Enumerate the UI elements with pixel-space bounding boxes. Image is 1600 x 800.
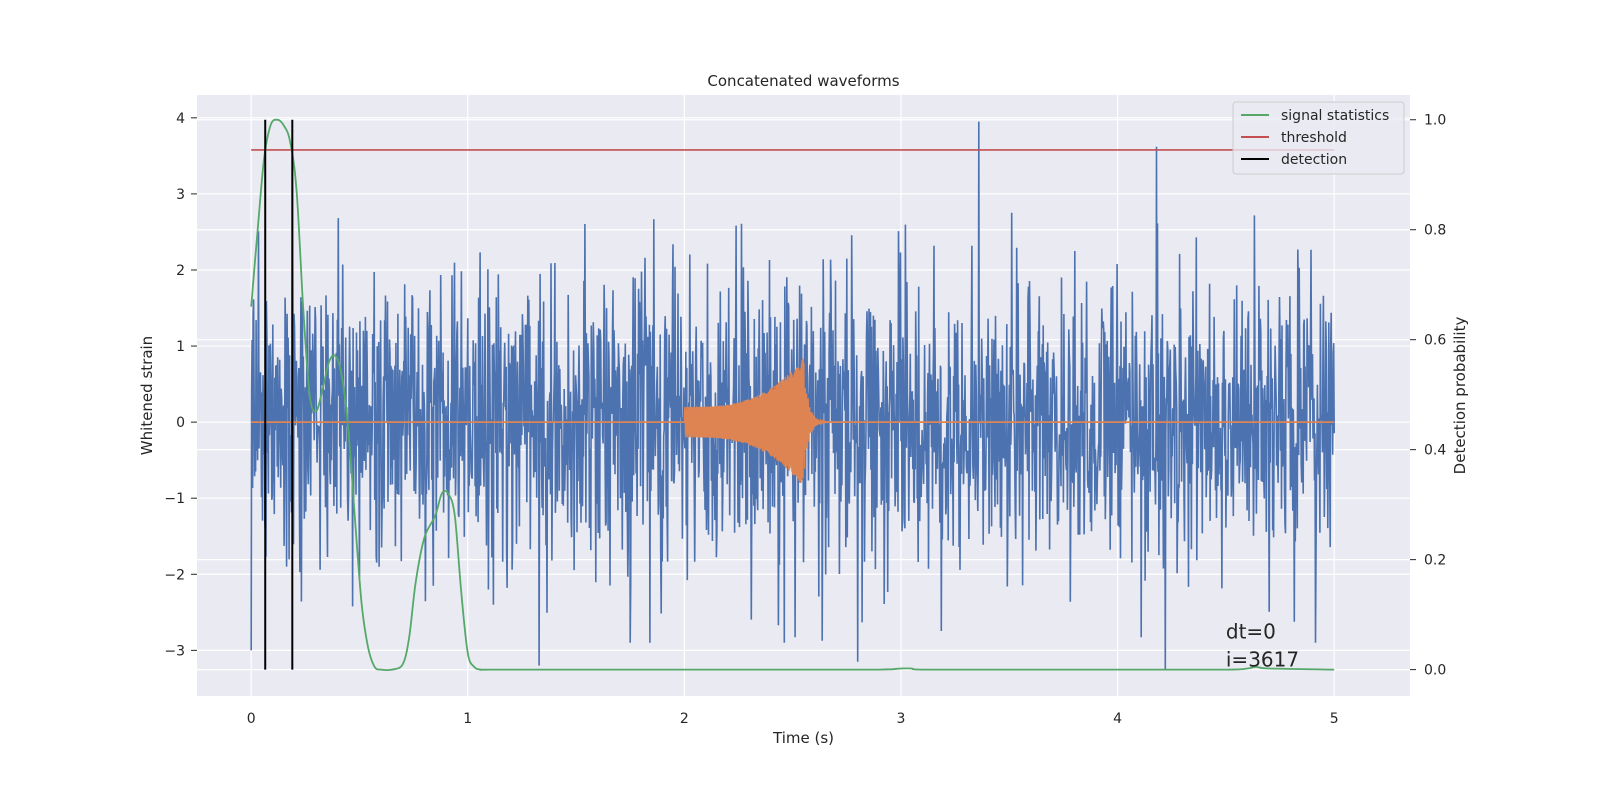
x-tick-label: 4 <box>1113 711 1122 727</box>
x-tick-label: 2 <box>680 711 689 727</box>
right-y-tick-label: 0.0 <box>1424 663 1446 679</box>
y-tick-label: −3 <box>164 643 185 659</box>
legend-label: detection <box>1281 152 1347 168</box>
right-y-tick-label: 0.4 <box>1424 443 1446 459</box>
right-y-tick-label: 0.2 <box>1424 553 1446 569</box>
y-axis-label: Whitened strain <box>138 336 156 455</box>
y-tick-label: 1 <box>176 339 185 355</box>
detection-series <box>264 119 294 670</box>
injected-signal-line <box>683 358 882 484</box>
right-y-tick-label: 0.8 <box>1424 223 1446 239</box>
annotation-index: i=3617 <box>1226 647 1299 671</box>
x-axis-label: Time (s) <box>772 729 834 747</box>
annotation-dt: dt=0 <box>1226 619 1276 643</box>
right-y-axis-label: Detection probability <box>1451 317 1469 475</box>
x-tick-label: 3 <box>897 711 906 727</box>
y-tick-label: 3 <box>176 187 185 203</box>
legend-box <box>1232 101 1405 175</box>
x-axis-ticks: 0 1 2 3 4 5 <box>247 711 1339 727</box>
legend-label: threshold <box>1281 130 1347 146</box>
x-tick-label: 1 <box>463 711 472 727</box>
chart-title: Concatenated waveforms <box>707 72 899 90</box>
legend-label: signal statistics <box>1281 108 1389 124</box>
y-tick-label: 2 <box>176 263 185 279</box>
signal-statistics-line <box>250 118 1335 672</box>
y-tick-label: −2 <box>164 567 185 583</box>
right-y-tick-label: 0.6 <box>1424 333 1446 349</box>
y-tick-label: 4 <box>176 111 185 127</box>
x-tick-label: 0 <box>247 711 256 727</box>
right-y-axis-ticks: 0.0 0.2 0.4 0.6 0.8 1.0 <box>1410 113 1446 679</box>
injected-signal-series <box>251 358 1335 484</box>
y-tick-label: 0 <box>176 415 185 431</box>
x-tick-label: 5 <box>1330 711 1339 727</box>
signal-statistics-series <box>250 118 1335 672</box>
legend: signal statistics threshold detection <box>1232 101 1405 175</box>
right-y-tick-label: 1.0 <box>1424 113 1446 129</box>
y-axis-ticks: −3 −2 −1 0 1 2 3 4 <box>164 111 197 659</box>
y-tick-label: −1 <box>164 491 185 507</box>
